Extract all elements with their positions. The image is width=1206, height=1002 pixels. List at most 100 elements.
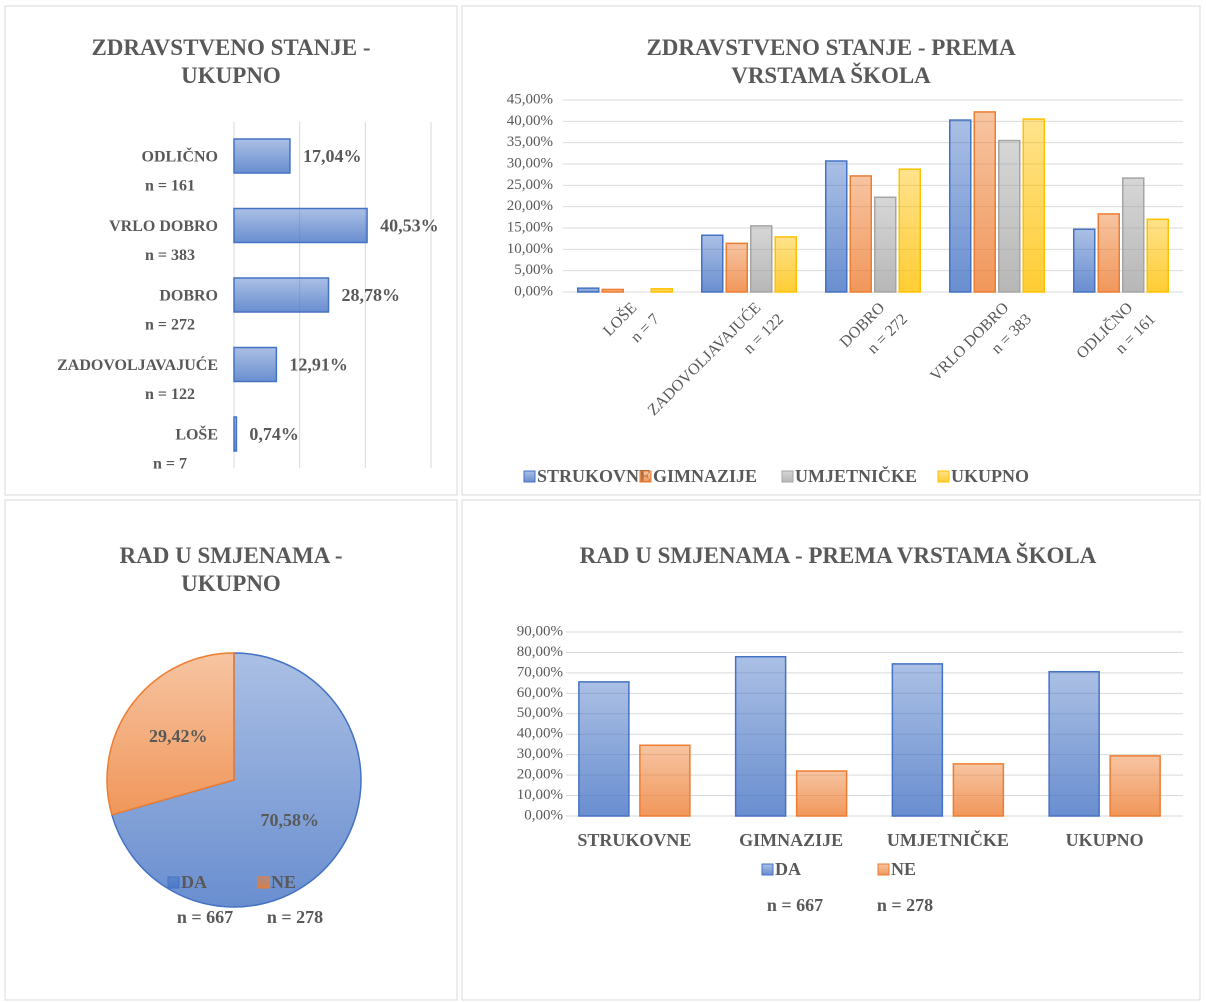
data-label: 40,53% <box>380 216 439 236</box>
legend-label: DA <box>775 859 801 879</box>
bar <box>734 655 787 817</box>
y-tick-sublabel: n = 7 <box>153 456 187 473</box>
y-tick-label: 0,00% <box>514 283 553 299</box>
chart-title: RAD U SMJENAMA - PREMA VRSTAMA ŠKOLA <box>579 543 1097 568</box>
legend-label: UMJETNIČKE <box>795 465 917 486</box>
bar <box>891 663 944 817</box>
legend-swatch <box>257 876 270 889</box>
x-tick-label: UMJETNIČKE <box>887 829 1009 850</box>
legend-sublabel: n = 667 <box>177 907 233 927</box>
x-tick-label: ZADOVOLJAVAJUĆE <box>643 298 764 419</box>
x-tick-label: UKUPNO <box>1066 830 1144 850</box>
bar <box>1109 755 1161 817</box>
bar <box>1073 228 1096 293</box>
y-tick-sublabel: n = 383 <box>145 247 195 264</box>
pie-slice <box>106 652 235 816</box>
legend-sublabel: n = 278 <box>877 895 933 915</box>
y-tick-label: ODLIČNO <box>142 147 218 166</box>
bar <box>233 207 368 244</box>
bar <box>952 763 1005 817</box>
bar <box>601 288 624 293</box>
bar <box>1122 177 1145 293</box>
panel <box>4 5 458 496</box>
x-tick-label: GIMNAZIJE <box>739 830 843 850</box>
data-label: 12,91% <box>289 355 348 375</box>
y-tick-sublabel: n = 161 <box>145 178 195 195</box>
bar <box>898 168 921 293</box>
data-label: 29,42% <box>149 726 208 746</box>
y-tick-label: 40,00% <box>507 113 553 129</box>
bar <box>233 346 278 383</box>
y-tick-sublabel: n = 122 <box>145 386 195 403</box>
legend-label: NE <box>891 859 916 879</box>
y-tick-label: 20,00% <box>517 767 563 783</box>
legend-swatch <box>639 470 652 483</box>
legend-swatch <box>877 863 890 876</box>
bar <box>233 416 238 452</box>
y-tick-label: 90,00% <box>517 623 563 639</box>
bar <box>1022 118 1045 293</box>
bar <box>973 111 996 293</box>
y-tick-label: 30,00% <box>507 155 553 171</box>
bar <box>949 119 972 293</box>
legend-label: STRUKOVNE <box>537 466 651 486</box>
legend-swatch <box>937 470 950 483</box>
bar <box>233 138 291 174</box>
y-tick-label: 5,00% <box>514 262 553 278</box>
y-tick-label: VRLO DOBRO <box>109 218 218 235</box>
legend-swatch <box>781 470 794 483</box>
bar <box>774 236 797 293</box>
bar <box>1146 218 1169 293</box>
legend-swatch <box>523 470 536 483</box>
data-label: 28,78% <box>341 285 400 305</box>
chart-title: ZDRAVSTVENO STANJE - UKUPNO <box>91 35 371 88</box>
y-tick-label: 30,00% <box>517 746 563 762</box>
bar <box>795 770 848 817</box>
y-tick-label: 10,00% <box>517 787 563 803</box>
bar <box>1097 213 1120 293</box>
bar <box>639 744 691 817</box>
y-tick-label: 40,00% <box>517 726 563 742</box>
chart-title: ZDRAVSTVENO STANJE - PREMA VRSTAMA ŠKOLA <box>646 35 1016 88</box>
bar <box>998 139 1021 293</box>
y-tick-label: 0,00% <box>524 807 563 823</box>
legend-sublabel: n = 667 <box>767 895 823 915</box>
data-label: 17,04% <box>303 146 362 166</box>
bar <box>233 277 330 313</box>
data-label: 70,58% <box>261 810 320 830</box>
chart-title: RAD U SMJENAMA - UKUPNO <box>119 543 343 596</box>
pie-slice <box>110 652 362 908</box>
y-tick-label: 20,00% <box>507 198 553 214</box>
y-tick-label: 45,00% <box>507 91 553 107</box>
bar <box>650 288 673 293</box>
y-tick-label: 25,00% <box>507 177 553 193</box>
y-tick-label: 70,00% <box>517 664 563 680</box>
y-tick-label: 80,00% <box>517 644 563 660</box>
legend-label: NE <box>271 872 296 892</box>
bar <box>701 234 724 293</box>
legend-label: DA <box>181 872 207 892</box>
bar <box>1048 670 1100 817</box>
bar <box>825 160 848 293</box>
bar <box>750 225 773 293</box>
y-tick-label: 60,00% <box>517 685 563 701</box>
legend-swatch <box>167 876 180 889</box>
legend-sublabel: n = 278 <box>267 907 323 927</box>
y-tick-label: LOŠE <box>175 425 218 444</box>
panel <box>4 499 458 1001</box>
y-tick-label: 50,00% <box>517 705 563 721</box>
legend-label: GIMNAZIJE <box>653 466 757 486</box>
bar <box>874 196 897 293</box>
legend-swatch <box>761 863 774 876</box>
panel <box>461 499 1201 1001</box>
y-tick-label: ZADOVOLJAVAJUĆE <box>57 355 218 374</box>
y-tick-label: 15,00% <box>507 219 553 235</box>
bar <box>577 287 600 293</box>
